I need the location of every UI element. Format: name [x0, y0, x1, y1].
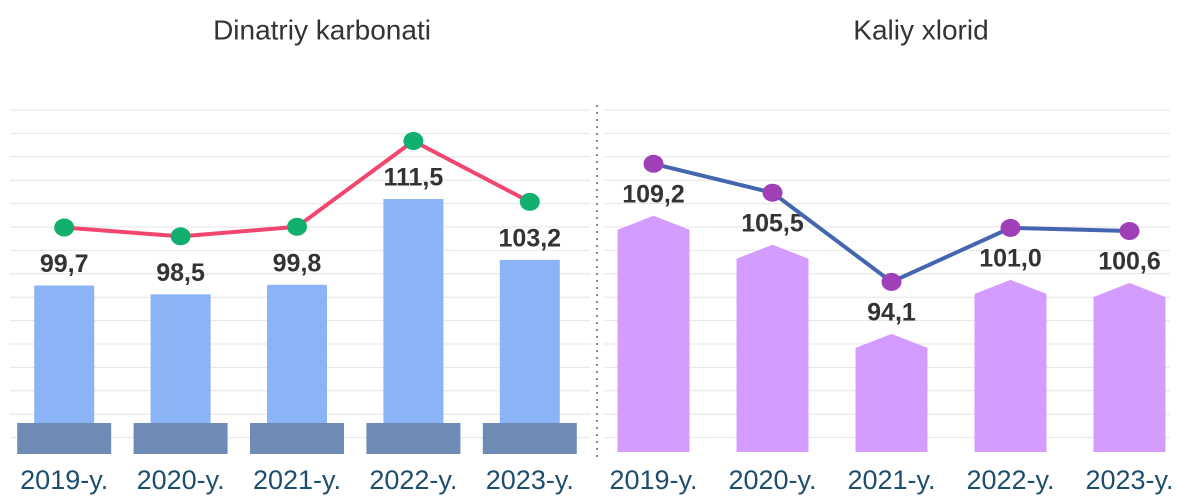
x-tick-label: 2021-y. [253, 465, 341, 495]
bar-base [250, 423, 344, 454]
marker [643, 154, 664, 173]
marker [1119, 222, 1140, 241]
value-label: 109,2 [622, 180, 685, 208]
value-label: 99,7 [40, 250, 89, 278]
x-tick-label: 2019-y. [20, 465, 108, 495]
x-tick-label: 2022-y. [966, 465, 1054, 495]
marker [881, 272, 902, 291]
bar [1093, 283, 1166, 452]
value-label: 100,6 [1098, 248, 1161, 276]
value-label: 99,8 [273, 249, 322, 277]
value-label: 105,5 [741, 209, 804, 237]
x-tick-label: 2020-y. [728, 465, 816, 495]
x-tick-label: 2022-y. [369, 465, 457, 495]
chart-title: Kaliy xlorid [853, 14, 988, 45]
value-label: 103,2 [499, 224, 562, 252]
value-label: 94,1 [867, 298, 916, 326]
bar [974, 279, 1047, 452]
x-tick-label: 2020-y. [137, 465, 225, 495]
bar [617, 215, 690, 452]
value-label: 101,0 [979, 245, 1042, 273]
x-tick-label: 2023-y. [1085, 465, 1173, 495]
marker [54, 218, 75, 237]
trend-line [653, 161, 1130, 285]
x-tick-label: 2019-y. [609, 465, 697, 495]
bar [499, 259, 560, 452]
value-label: 98,5 [156, 259, 205, 287]
marker [287, 217, 307, 236]
chart-title: Dinatriy karbonati [213, 14, 431, 45]
bar [736, 244, 809, 452]
marker [170, 227, 191, 246]
x-tick-label: 2021-y. [847, 465, 935, 495]
value-label: 111,5 [383, 164, 443, 192]
marker [519, 192, 540, 211]
marker [762, 183, 783, 202]
bar-base [482, 423, 577, 454]
bar-base [17, 423, 112, 454]
x-tick-label: 2023-y. [486, 465, 574, 495]
bar [855, 333, 928, 452]
marker [1000, 218, 1021, 237]
marker [403, 132, 424, 150]
bar-base [366, 423, 461, 454]
bar-base [133, 423, 228, 454]
bar [383, 199, 444, 452]
